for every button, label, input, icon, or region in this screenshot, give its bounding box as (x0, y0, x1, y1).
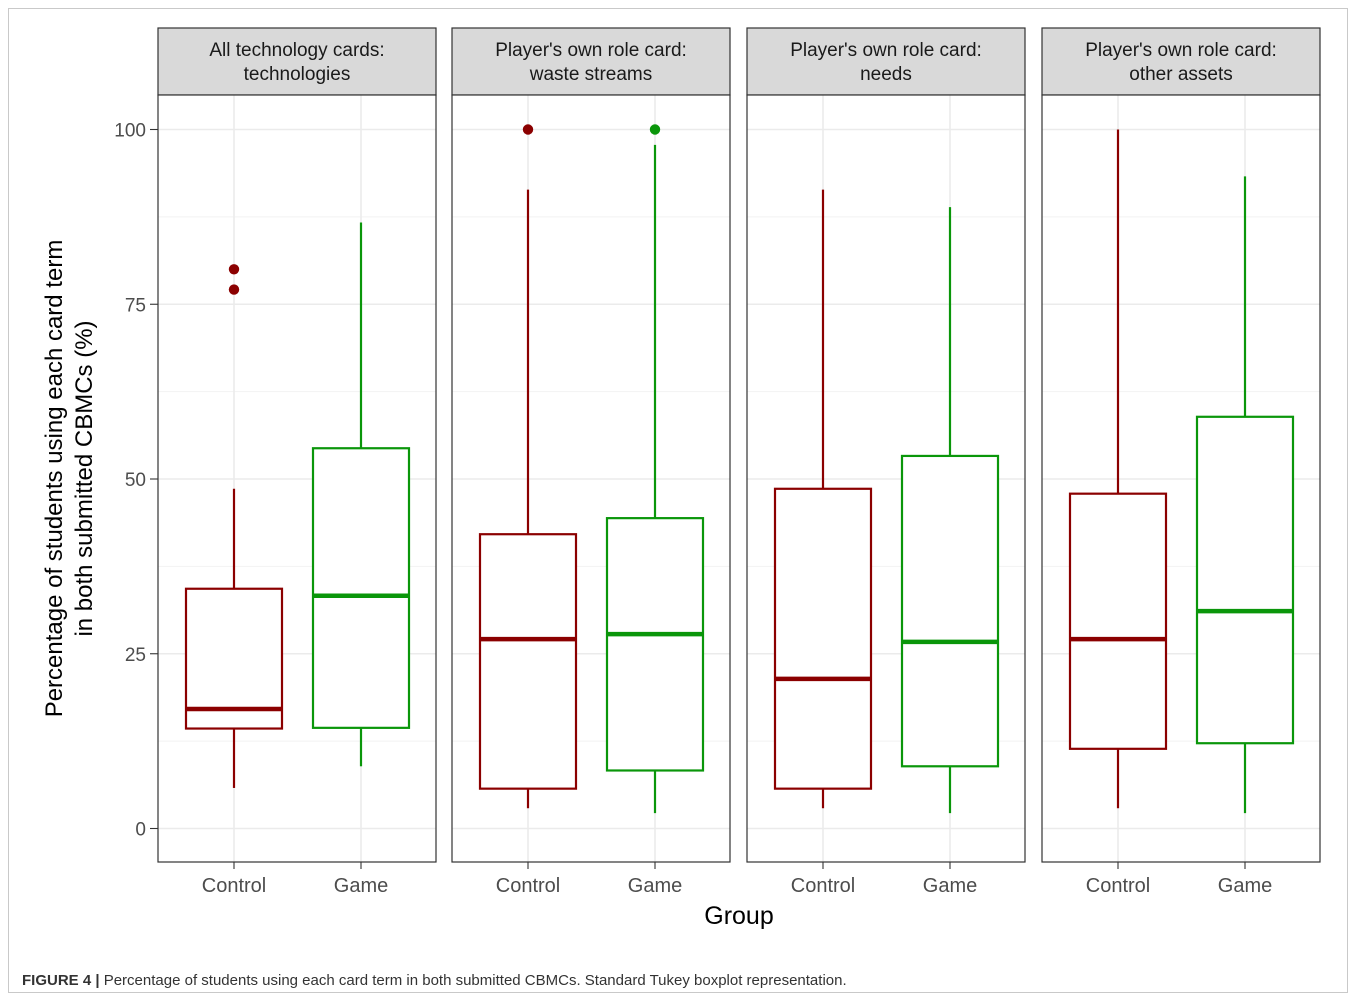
caption-text: Percentage of students using each card t… (99, 972, 847, 989)
y-tick-label-100: 100 (114, 121, 146, 142)
box-game (900, 207, 1000, 814)
x-tick-label-control: Control (791, 875, 855, 897)
x-tick-label-control: Control (202, 875, 266, 897)
x-axis-title: Group (704, 902, 773, 930)
box-game (1195, 176, 1295, 814)
outlier-point (228, 264, 240, 275)
facet-strip-title-line-1: Player's own role card: (495, 40, 687, 61)
iqr-box (184, 587, 284, 730)
y-tick-label-0: 0 (135, 820, 146, 841)
facet-strip-title-line-1: Player's own role card: (1085, 40, 1277, 61)
outlier-point (649, 124, 661, 135)
facet-strip (451, 27, 731, 96)
facet-strip-title-line-2: waste streams (529, 64, 652, 85)
facet-strip-title-line-2: needs (860, 64, 912, 85)
iqr-box (773, 487, 873, 790)
facet-strip (1041, 27, 1321, 96)
x-tick-label-control: Control (496, 875, 560, 897)
box-game (311, 222, 411, 767)
panel-border (1041, 94, 1321, 863)
iqr-box (605, 517, 705, 772)
facet-strip (157, 27, 437, 96)
y-axis-title-line-1: Percentage of students using each card t… (41, 240, 68, 718)
facet-panel-1: All technology cards: technologies Control… (157, 27, 437, 897)
figure-frame (8, 8, 1348, 993)
panel-border (157, 94, 437, 863)
x-tick-label-game: Game (628, 875, 682, 897)
facet-strip-title-line-1: All technology cards: (209, 40, 384, 61)
y-tick-label-50: 50 (125, 470, 146, 491)
facet-panel-3: Player's own role card: needs Control Game (746, 27, 1026, 897)
outlier-point (522, 124, 534, 135)
facet-strip-title-line-2: technologies (244, 64, 351, 85)
facet-panel-2: Player's own role card: waste streams Cont… (451, 27, 731, 897)
figure-caption: FIGURE 4 | Percentage of students using … (22, 972, 847, 989)
iqr-box (1068, 492, 1168, 750)
iqr-box (900, 454, 1000, 768)
iqr-box (1195, 415, 1295, 745)
iqr-box (478, 533, 578, 790)
iqr-box (311, 447, 411, 729)
box-control (184, 264, 284, 788)
panel-border (451, 94, 731, 863)
box-control (1068, 129, 1168, 809)
caption-label: FIGURE 4 | (22, 972, 100, 989)
outlier-point (228, 284, 240, 295)
facet-strip-title-line-1: Player's own role card: (790, 40, 982, 61)
y-axis-title-line-2: in both submitted CBMCs (%) (71, 320, 98, 636)
x-tick-label-game: Game (923, 875, 977, 897)
facet-panel-4: Player's own role card: other assets Contr… (1041, 27, 1321, 897)
box-game (605, 124, 705, 814)
x-tick-label-game: Game (1218, 875, 1272, 897)
y-tick-label-75: 75 (125, 295, 146, 316)
x-tick-label-control: Control (1086, 875, 1150, 897)
y-tick-label-25: 25 (125, 645, 146, 666)
box-control (478, 124, 578, 809)
facet-strip (746, 27, 1026, 96)
x-tick-label-game: Game (334, 875, 388, 897)
panel-border (746, 94, 1026, 863)
box-control (773, 189, 873, 809)
facet-strip-title-line-2: other assets (1129, 64, 1233, 85)
